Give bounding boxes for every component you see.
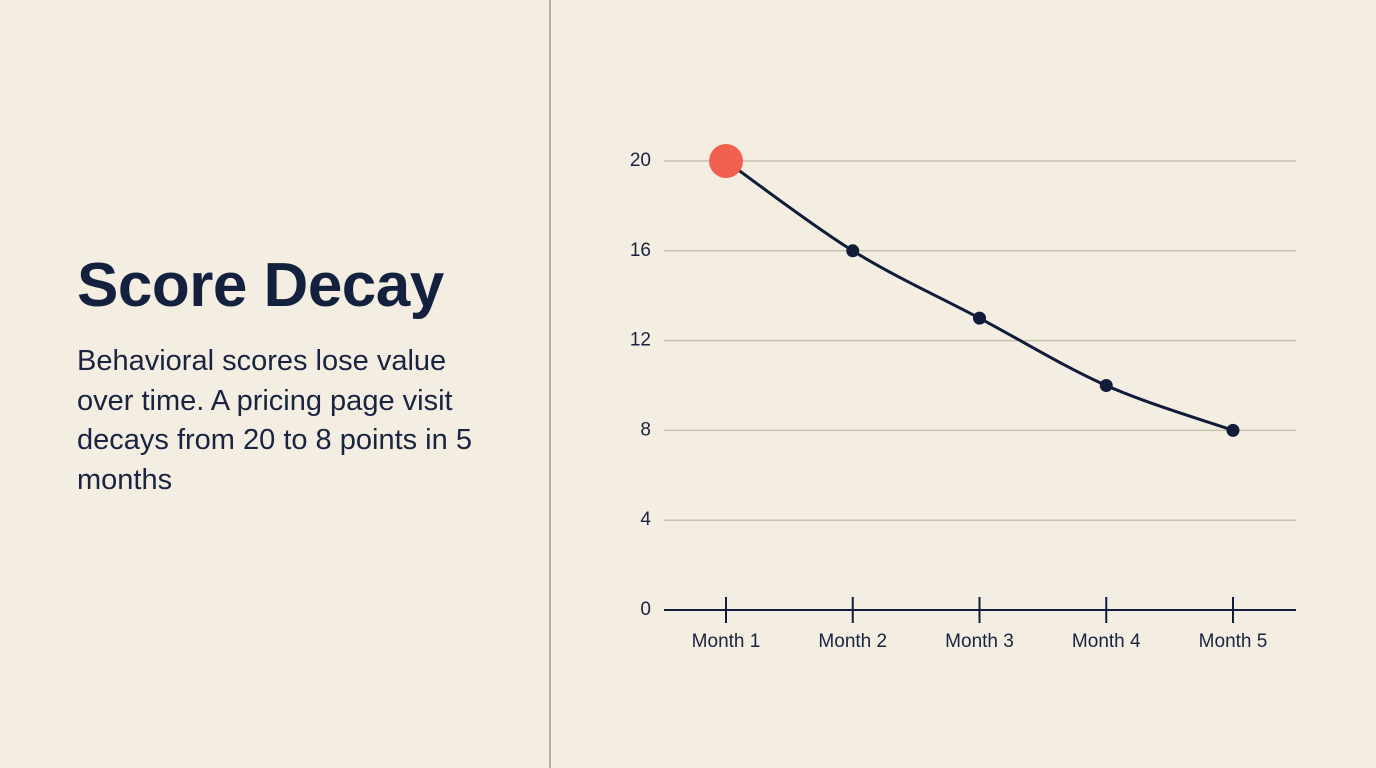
x-tick-label: Month 4 bbox=[1072, 631, 1141, 652]
x-tick-label: Month 1 bbox=[692, 631, 761, 652]
x-tick-label: Month 5 bbox=[1199, 631, 1268, 652]
y-tick-label: 20 bbox=[630, 150, 651, 171]
point bbox=[973, 311, 986, 325]
line bbox=[725, 159, 1234, 432]
divider bbox=[549, 0, 551, 768]
point bbox=[1226, 423, 1240, 437]
point bbox=[846, 244, 860, 258]
y-tick-label: 4 bbox=[640, 509, 651, 530]
slide-title: Score Decay bbox=[77, 251, 444, 320]
x-tick-label: Month 2 bbox=[818, 631, 887, 652]
x-tick-label: Month 3 bbox=[945, 631, 1014, 652]
y-tick-label: 8 bbox=[640, 419, 651, 440]
y-tick-label: 0 bbox=[640, 599, 651, 620]
point bbox=[1099, 379, 1113, 392]
y-tick-label: 12 bbox=[630, 330, 651, 351]
slide-description: Behavioral scores lose value over time. … bbox=[77, 345, 472, 496]
highlight-point bbox=[709, 144, 743, 178]
y-tick-label: 16 bbox=[630, 240, 651, 261]
